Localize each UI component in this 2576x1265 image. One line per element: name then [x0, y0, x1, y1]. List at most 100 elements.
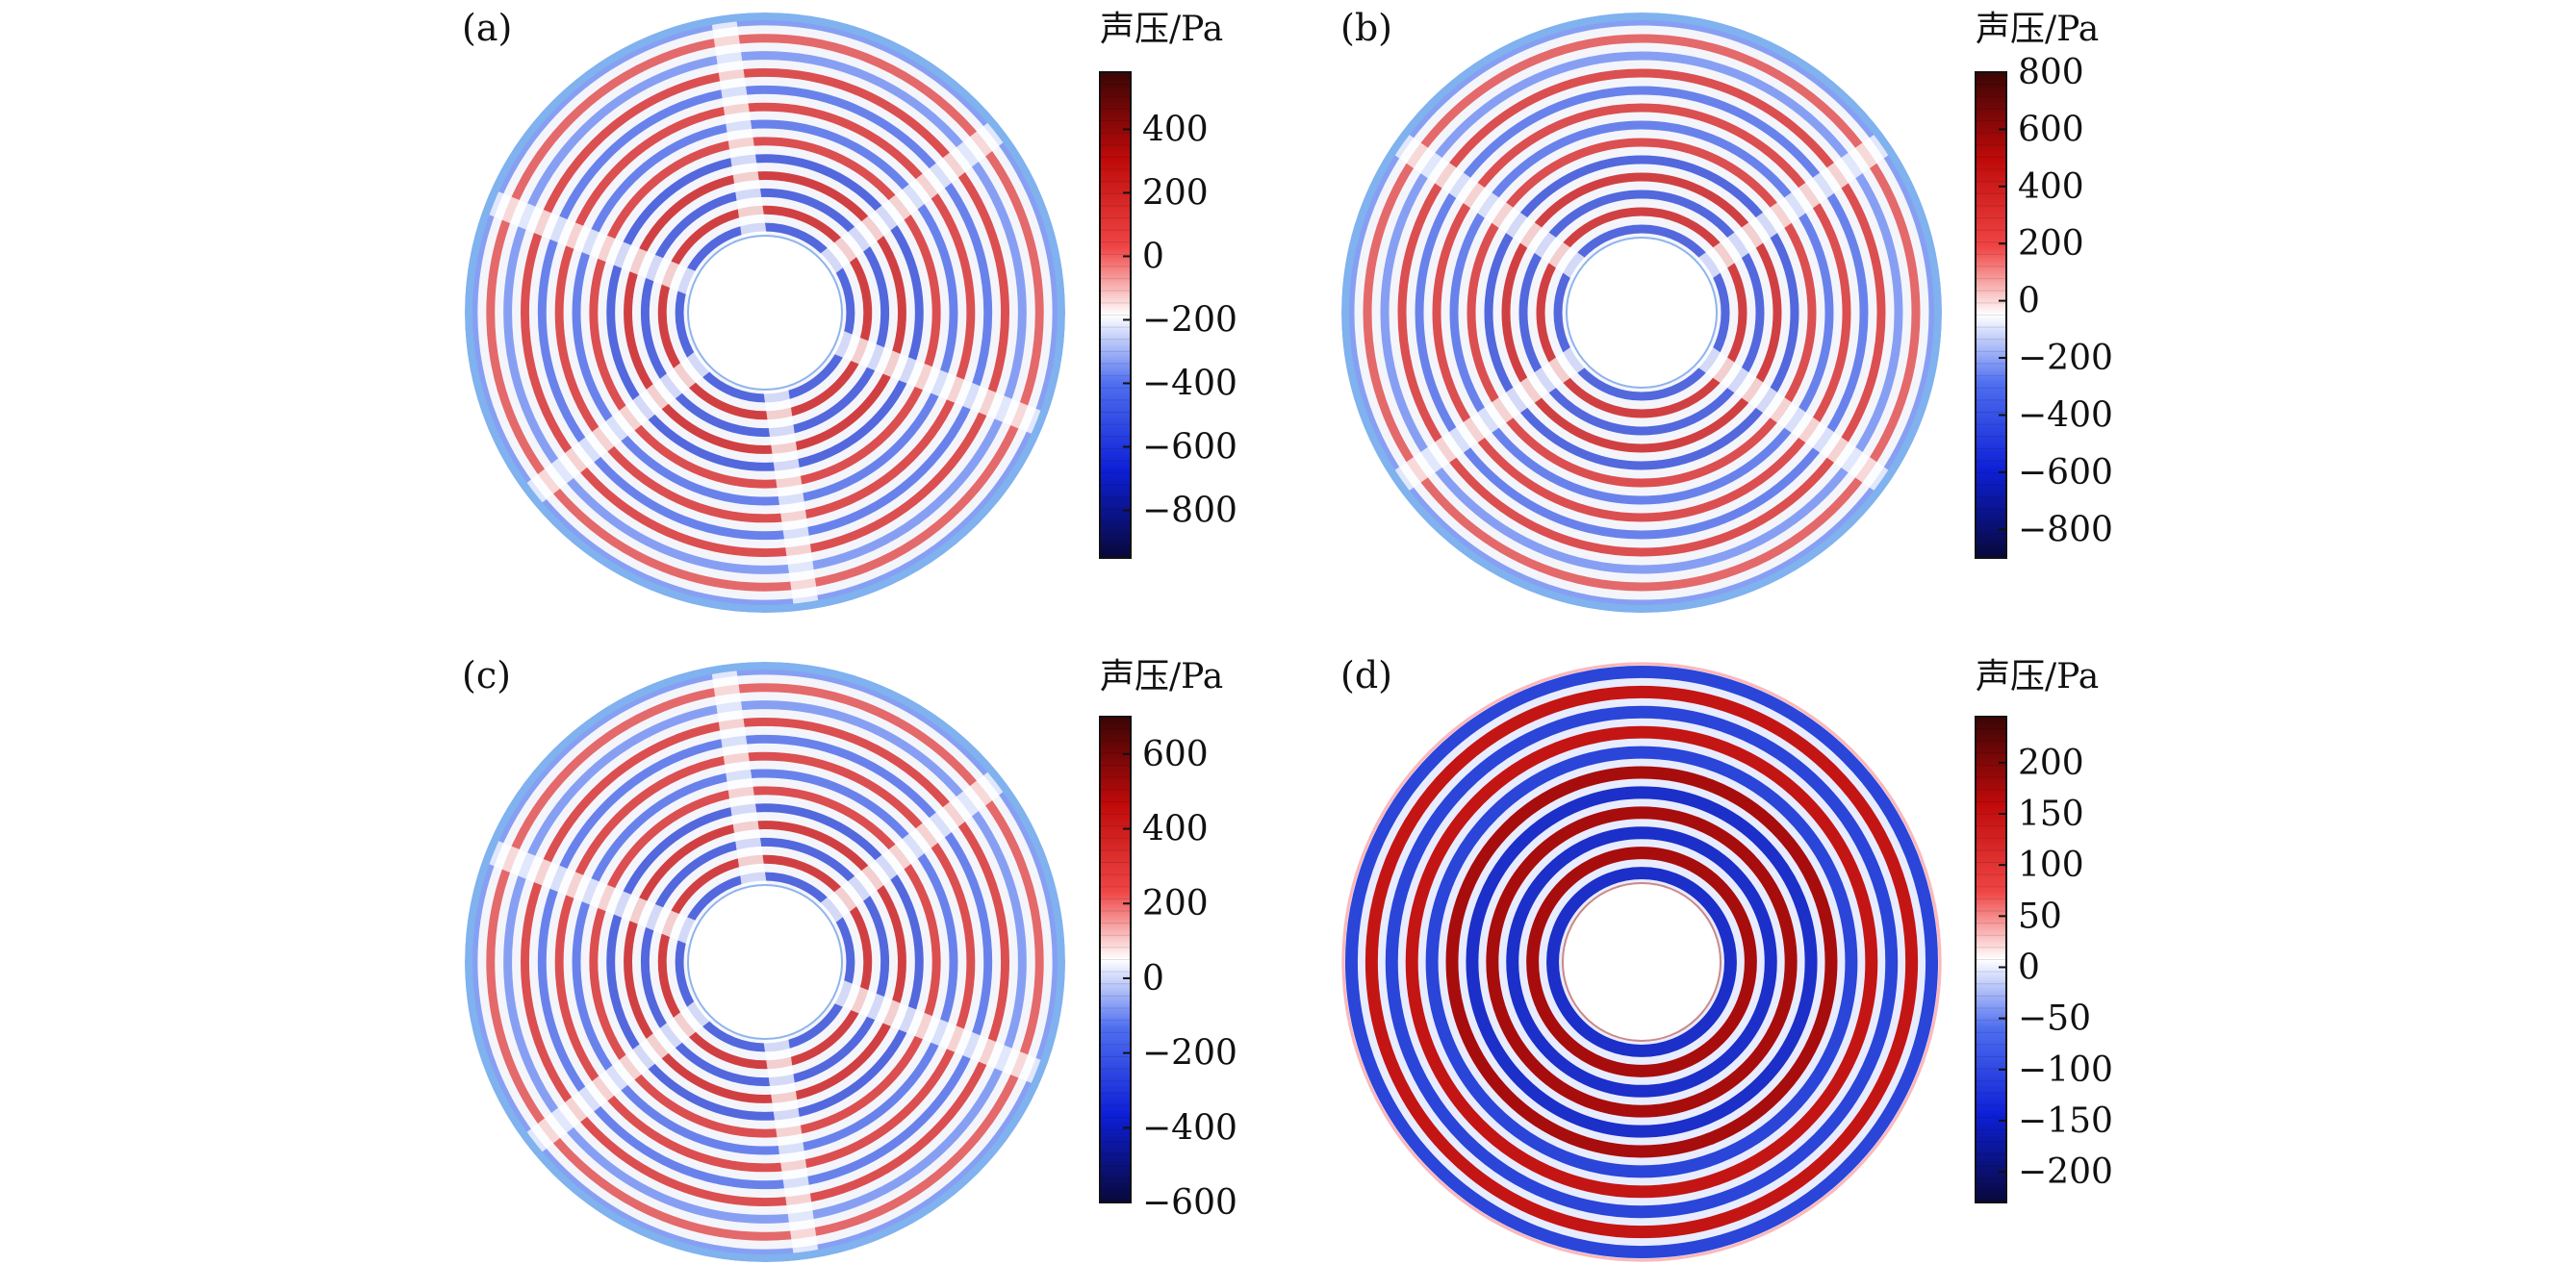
nodal-line [516, 997, 717, 1160]
outer-rim [465, 13, 1065, 613]
colorbar-tick-label: −600 [1142, 1183, 1237, 1223]
colorbar-d: 200 150 100 50 0 −50 −100 −150 −200 [1975, 716, 2113, 1203]
nodal-line [473, 188, 706, 297]
pressure-band-positive [521, 718, 1010, 1207]
colorbar-tick-label: 0 [1142, 959, 1164, 999]
colorbar-tick-label: 150 [2018, 795, 2084, 834]
field-plot-b [1341, 13, 1942, 613]
colorbar-tick-label: −200 [2018, 339, 2113, 378]
nodal-line [1690, 128, 1900, 283]
outer-rim [1341, 13, 1942, 613]
pressure-band-negative [1380, 51, 1903, 574]
nodal-line [473, 837, 706, 947]
pressure-band-positive [1445, 766, 1838, 1158]
pressure-band-positive [657, 854, 873, 1070]
panel-label-b: (b) [1340, 7, 1392, 49]
colorbar-tick-label: −150 [2018, 1101, 2113, 1141]
pressure-band-negative [1546, 867, 1737, 1057]
pressure-band-positive [486, 34, 1044, 592]
colorbar-tick-label: 0 [2018, 282, 2040, 321]
pressure-band-positive [486, 683, 1044, 1241]
pressure-band-positive [589, 786, 941, 1138]
panel-a: (a) 声压/Pa 400 200 0 −200 −400 −600 −800 [462, 7, 1237, 613]
colorbar-tick-label: −200 [1142, 300, 1237, 340]
colorbar-gradient [1975, 71, 2007, 559]
pressure-band-negative [1506, 826, 1777, 1098]
field-plot-c [465, 662, 1065, 1262]
colorbar-tick-label: −400 [1142, 1108, 1237, 1148]
pressure-band-negative [1484, 155, 1799, 470]
colorbar-tick-label: 50 [2018, 897, 2062, 936]
pressure-band-positive [624, 821, 906, 1103]
nodal-line [824, 328, 1057, 438]
pressure-band-negative [572, 769, 958, 1155]
pressure-band-negative [503, 700, 1027, 1224]
pressure-band-negative [537, 85, 993, 541]
colorbar-tick-label: −800 [2018, 510, 2113, 549]
colorbar-title-c: 声压/Pa [1100, 657, 1223, 696]
nodal-line [813, 764, 1014, 927]
pressure-band-positive [521, 67, 1010, 558]
pressure-band-positive [554, 751, 976, 1173]
nodal-line [516, 347, 717, 511]
pressure-band-negative [1553, 224, 1730, 401]
colorbar-b: 800 600 400 200 0 −200 −400 −600 −800 [1975, 53, 2113, 559]
colorbar-tick-label: −400 [2018, 395, 2113, 435]
field-plot-a [465, 13, 1065, 613]
panel-d: (d) 声压/Pa 200 150 100 50 0 −50 −100 −150 −200 [1340, 654, 2113, 1262]
panel-label-c: (c) [462, 654, 511, 696]
colorbar-a: 400 200 0 −200 −400 −600 −800 [1099, 71, 1237, 559]
colorbar-tick-label: −600 [2018, 453, 2113, 493]
colorbar-c: 600 400 200 0 −200 −400 −600 [1099, 716, 1237, 1223]
pressure-band-negative [1415, 86, 1869, 540]
pressure-band-positive [1365, 685, 1919, 1239]
colorbar-tick-label: −200 [2018, 1152, 2113, 1192]
colorbar-tick-label: −600 [1142, 427, 1237, 467]
nodal-line [763, 1025, 820, 1262]
colorbar-tick-label: −200 [1142, 1034, 1237, 1074]
colorbar-tick-label: 0 [1142, 237, 1164, 276]
colorbar-tick-label: −400 [1142, 364, 1237, 403]
pressure-band-positive [624, 171, 906, 454]
outer-rim [1341, 662, 1942, 1262]
pressure-band-positive [554, 102, 976, 523]
pressure-band-negative [1466, 786, 1818, 1138]
pressure-band-negative [469, 666, 1061, 1258]
inner-hole [1562, 882, 1722, 1042]
nodal-line [824, 977, 1057, 1087]
outer-rim [465, 662, 1065, 1262]
pressure-band-negative [606, 154, 924, 471]
inner-hole [1566, 237, 1718, 389]
pressure-band-negative [1449, 120, 1834, 505]
pressure-band-negative [572, 119, 958, 506]
colorbar-tick-label: 800 [2018, 53, 2084, 92]
pressure-band-negative [1385, 705, 1899, 1219]
colorbar-tick-label: 400 [1142, 110, 1209, 149]
pressure-band-positive [1363, 34, 1921, 592]
pressure-band-positive [1397, 68, 1886, 557]
colorbar-tick-label: 0 [2018, 948, 2040, 987]
nodal-line [710, 662, 767, 898]
colorbar-tick-label: 600 [2018, 110, 2084, 149]
pressure-band-negative [503, 51, 1027, 574]
panel-b: (b) 声压/Pa 800 600 400 200 0 −200 −400 −600 −800 [1340, 7, 2113, 613]
colorbar-gradient [1099, 71, 1132, 559]
pressure-band-positive [1526, 847, 1757, 1077]
pressure-band-positive [1501, 172, 1782, 453]
colorbar-title-d: 声压/Pa [1976, 657, 2099, 696]
nodal-line [1383, 128, 1594, 283]
pressure-band-negative [537, 734, 993, 1190]
pressure-band-negative [640, 188, 890, 438]
colorbar-tick-label: −800 [1142, 491, 1237, 530]
pressure-band-positive [657, 205, 873, 420]
colorbar-tick-label: 400 [1142, 810, 1209, 849]
pressure-band-positive [1486, 806, 1798, 1118]
colorbar-gradient [1099, 716, 1132, 1203]
pressure-band-positive [1405, 725, 1878, 1199]
colorbar-tick-label: 200 [1142, 884, 1209, 923]
pressure-band-negative [606, 803, 924, 1121]
colorbar-title-a: 声压/Pa [1100, 10, 1223, 49]
pressure-band-positive [1432, 103, 1851, 522]
pressure-band-positive [1536, 207, 1747, 418]
